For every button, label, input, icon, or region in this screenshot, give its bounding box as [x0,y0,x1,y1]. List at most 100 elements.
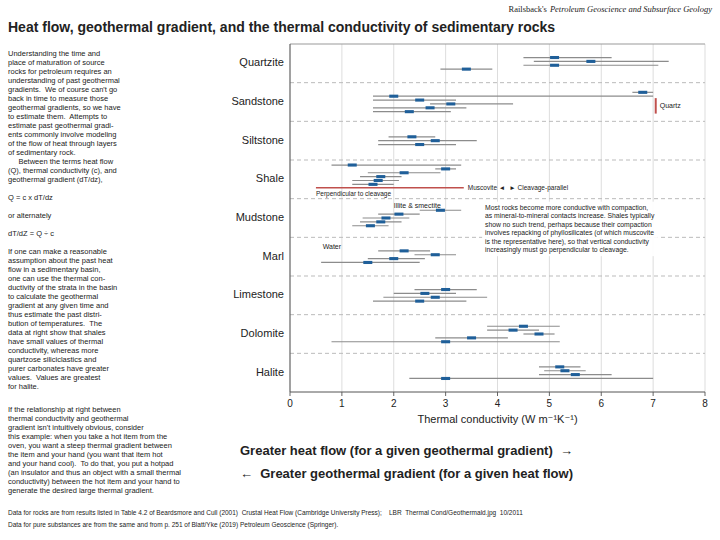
center-box [462,68,471,71]
row-divider [290,160,705,161]
intro-text-line: values. Values are greatest [8,373,101,382]
annotation: Illite & smectite [394,202,441,209]
center-box [415,300,424,303]
y-axis [290,44,291,392]
tick-label: 3 [443,398,449,409]
reference-end-label: ► Cleavage-parallel [509,184,568,192]
intro-text-line: quartzose siliciclastics and [8,355,96,364]
intro-text-line: thus estimate the past distri- [8,310,102,319]
note-line: is the representative here), so that ver… [485,238,650,246]
row-divider [290,82,705,83]
range-line [420,210,462,211]
category-label: Sandstone [231,95,284,107]
range-line [523,65,658,66]
center-box [441,377,450,380]
note-line: involves repacking of phyllosilicates (o… [485,229,654,237]
side-text: If the relationship at right betweenther… [8,405,181,495]
intro-text-line: purer carbonates have greater [8,364,109,373]
marks [316,56,669,380]
center-box [467,336,476,339]
center-box [426,106,435,109]
category-label: Siltstone [242,134,284,146]
intro-text-line: bution of temperatures. The [8,319,102,328]
intro-text-line: geothermal gradient (dT/dz), [8,175,103,184]
tick-mark [601,392,602,396]
category-label: Limestone [233,288,284,300]
reference-line [316,187,464,189]
side-text-line: conductivity) between the hot item and y… [8,477,180,486]
center-box [586,60,595,63]
range-line [534,61,669,62]
intro-text-line: for halite. [8,382,39,391]
center-box [381,216,390,219]
tick-label: 0 [287,398,293,409]
range-line [373,107,466,108]
range-line [321,262,420,263]
center-box [446,102,455,105]
category-label: Marl [263,250,284,262]
row-divider [290,276,705,277]
annotation: Water [323,243,342,250]
header-italic: Petroleum Geoscience and Subsurface Geol… [549,4,712,14]
range-line [415,254,457,255]
center-box [431,296,440,299]
range-line [523,57,611,58]
range-line [373,301,466,302]
center-box [369,183,378,186]
center-box [363,261,372,264]
intro-text-line: one can use the thermal con- [8,274,106,283]
intro-text: Understanding the time andplace of matur… [8,49,121,391]
center-box [394,213,403,216]
intro-text-line: assumption about the past heat [8,256,114,265]
center-box [415,99,424,102]
intro-text-line: ents commonly involve modeling [8,130,116,139]
tick-mark [445,392,446,396]
range-line [378,250,430,251]
center-box [366,224,375,227]
tick-label: 8 [702,398,708,409]
tick-mark [653,392,654,396]
grid [290,44,705,392]
footnote: Data for pure substances are from the sa… [8,521,338,529]
intro-text-line: estimate past geothermal gradi- [8,121,114,130]
range-line [523,333,554,334]
center-box [407,135,416,138]
range-line [352,180,399,181]
reference-line [655,98,657,113]
center-box [441,167,450,170]
range-line [487,326,560,327]
range-line [332,164,462,165]
intro-text-line: Q = c x dT/dz [8,193,53,202]
grid-line [705,44,706,392]
center-box [550,64,559,67]
arrow-text: ← Greater geothermal gradient (for a giv… [240,466,573,481]
intro-text-line: (Q), thermal conductivity (c), and [8,166,117,175]
row-divider [290,314,705,315]
category-label: Halite [256,366,284,378]
range-line [373,96,653,97]
tick-label: 7 [650,398,656,409]
range-line [440,69,492,70]
category-label: Mudstone [236,211,284,223]
tick-label: 5 [547,398,553,409]
range-line [368,172,441,173]
plot-top-border [290,44,705,45]
range-line [435,337,508,338]
reference-end-label: Muscovite ◄ [468,184,506,191]
category-label: Dolomite [241,327,284,339]
intro-text-line: Understanding the time and [8,49,100,58]
header: Railsback'sPetroleum Geoscience and Subs… [509,4,713,14]
category-label: Shale [256,172,284,184]
side-text-line: oven, you want a steep thermal gradient … [8,441,172,450]
center-box [376,175,385,178]
note-line: as mineral-to-mineral contacts increase.… [485,212,655,220]
note-line: show no such trend, perhaps because thei… [485,221,652,229]
intro-text-line: If one can make a reasonable [8,247,107,256]
center-box [389,95,398,98]
side-text-line: (an insulator and thus an object with a … [8,468,181,477]
range-line [539,374,612,375]
footnote: Data for rocks are from results listed i… [8,509,523,517]
intro-text-line: to estimate them. Attempts to [8,112,107,121]
center-box [638,91,647,94]
intro-text-line: dT/dZ = Q ÷ c [8,229,54,238]
